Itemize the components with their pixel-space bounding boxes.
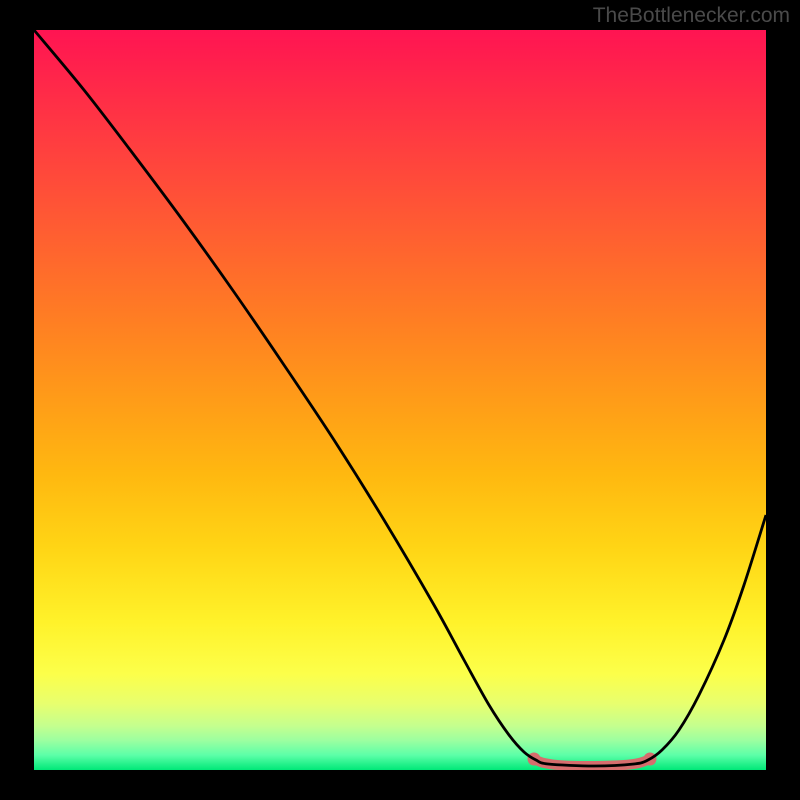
curve-overlay xyxy=(34,30,766,770)
plot-area xyxy=(34,30,766,770)
watermark-text: TheBottlenecker.com xyxy=(593,4,790,28)
bottleneck-curve xyxy=(34,30,766,766)
